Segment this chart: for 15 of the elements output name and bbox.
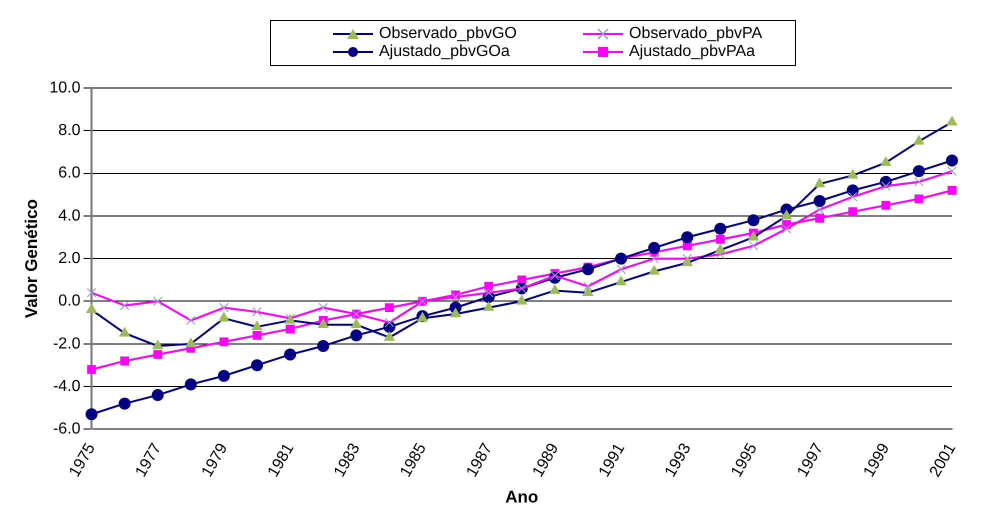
y-tick-label: 0.0 bbox=[58, 292, 81, 310]
y-tick-label: -6.0 bbox=[52, 420, 81, 438]
x-axis-title: Ano bbox=[505, 487, 538, 506]
legend-label: Observado_pbvGO bbox=[379, 25, 517, 43]
y-tick-label: 10.0 bbox=[49, 79, 81, 96]
y-tick-label: 6.0 bbox=[58, 164, 81, 182]
legend-label: Observado_pbvPA bbox=[629, 25, 762, 43]
legend-label: Ajustado_pbvGOa bbox=[379, 43, 510, 61]
y-tick-label: 4.0 bbox=[58, 207, 81, 224]
y-tick-label: 2.0 bbox=[58, 250, 81, 267]
y-axis-title: Valor Genético bbox=[22, 199, 41, 318]
legend-label: Ajustado_pbvPAa bbox=[629, 43, 756, 61]
y-tick-label: -4.0 bbox=[52, 378, 81, 395]
y-tick-label: -2.0 bbox=[52, 335, 81, 352]
y-tick-label: 8.0 bbox=[58, 122, 81, 140]
